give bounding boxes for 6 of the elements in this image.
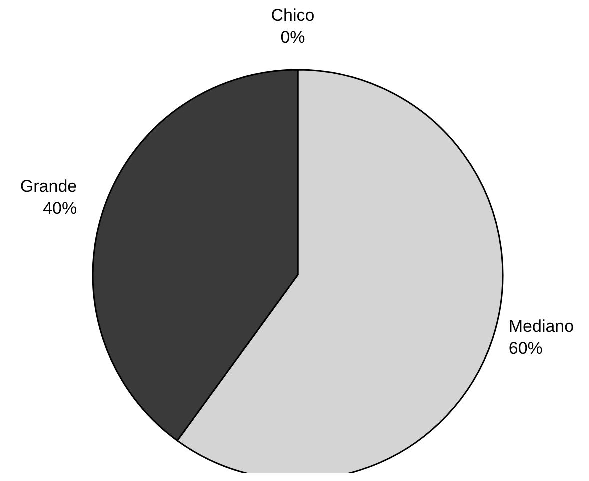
data-label: 40% [43,198,78,218]
data-label: 60% [508,339,543,358]
slice-label: Mediano [508,317,574,336]
category-label: Chico [271,6,315,25]
text: 0% [280,28,306,47]
slice-label: Grande [20,176,78,196]
